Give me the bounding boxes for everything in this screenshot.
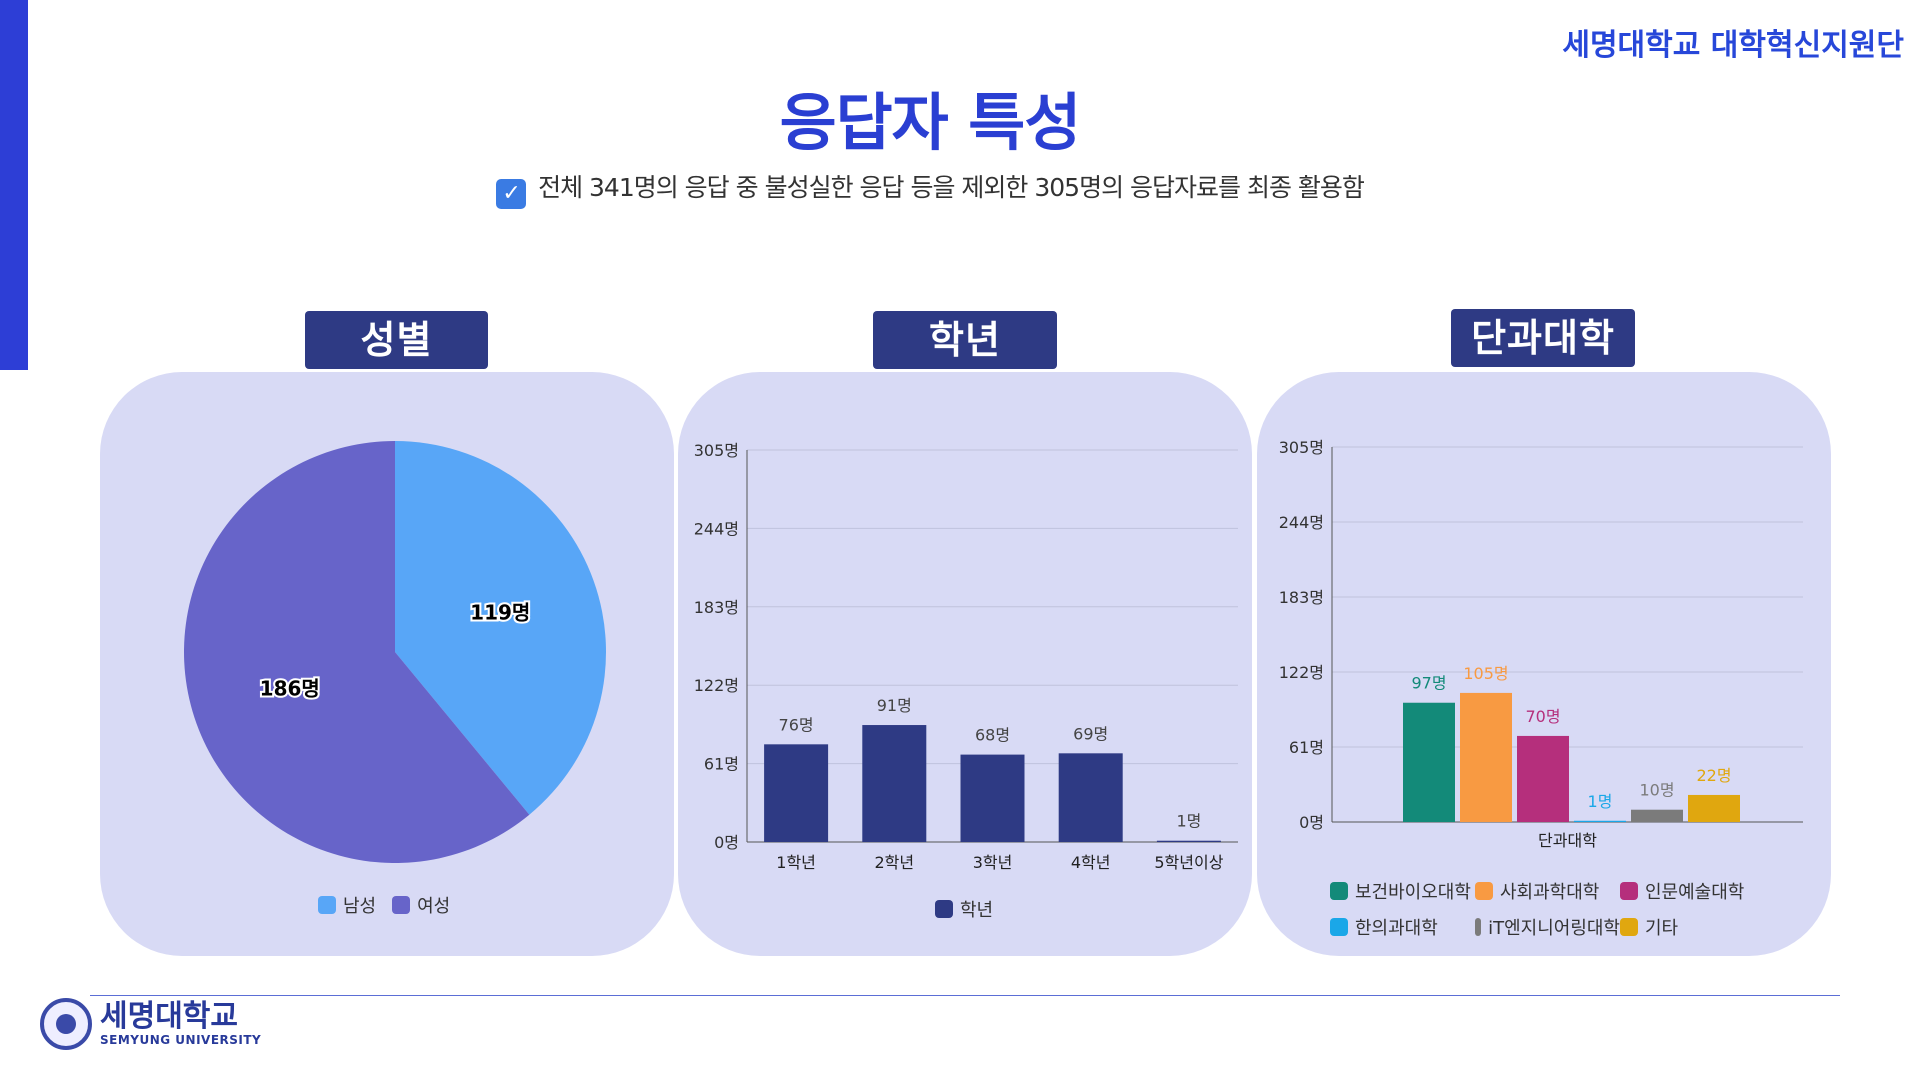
y-tick-label: 305명	[694, 441, 739, 460]
bar[interactable]	[1688, 794, 1740, 822]
legend-item[interactable]: 인문예술대학	[1620, 878, 1765, 904]
grade-panel-label: 학년	[873, 311, 1057, 369]
legend-item[interactable]: 사회과학대학	[1475, 878, 1620, 904]
bar-value-label: 1명	[1588, 792, 1613, 811]
legend-item[interactable]: 보건바이오대학	[1330, 878, 1475, 904]
y-tick-label: 305명	[1279, 438, 1324, 457]
x-tick-label: 단과대학	[1538, 831, 1597, 850]
legend-label: 남성	[343, 896, 377, 917]
bar-value-label: 68명	[975, 726, 1010, 745]
page-subtitle: ✓ 전체 341명의 응답 중 불성실한 응답 등을 제외한 305명의 응답자료…	[0, 168, 1860, 209]
logo-korean: 세명대학교	[100, 999, 238, 1034]
pie-value-label: 119명	[470, 601, 530, 625]
x-tick-label: 5학년이상	[1154, 853, 1223, 872]
y-tick-label: 0명	[1299, 813, 1324, 832]
bar-value-label: 22명	[1696, 766, 1731, 785]
y-tick-label: 61명	[1289, 738, 1324, 757]
college-bar-chart: 0명 61명 122명 183명 244명 305명 97명 105명 70명 1명 10명 22명단…	[1279, 438, 1803, 850]
legend-label: 여성	[417, 896, 451, 917]
y-tick-label: 183명	[694, 598, 739, 617]
bar[interactable]	[764, 744, 829, 842]
y-tick-label: 244명	[1279, 513, 1324, 532]
legend-swatch	[1330, 882, 1348, 900]
gender-legend: 남성 여성	[318, 892, 466, 918]
bar[interactable]	[1156, 840, 1221, 842]
y-tick-label: 61명	[704, 755, 739, 774]
grade-legend: 학년	[935, 896, 1009, 922]
bar[interactable]	[960, 754, 1025, 842]
legend-swatch	[935, 900, 953, 918]
y-tick-label: 244명	[694, 519, 739, 538]
bar-value-label: 1명	[1176, 812, 1201, 831]
bar[interactable]	[1574, 820, 1626, 822]
legend-swatch	[1620, 918, 1638, 936]
gender-panel: 119명 186명 남성 여성	[100, 372, 674, 956]
bar-value-label: 76명	[779, 715, 814, 734]
legend-label: 기타	[1645, 918, 1679, 939]
legend-item[interactable]: 남성	[318, 892, 376, 918]
bar[interactable]	[1517, 735, 1569, 822]
gender-panel-label: 성별	[305, 311, 488, 369]
legend-item[interactable]: 학년	[935, 896, 993, 922]
org-name: 세명대학교 대학혁신지원단	[1562, 28, 1904, 63]
footer-divider	[90, 995, 1840, 996]
college-panel-label: 단과대학	[1451, 309, 1635, 367]
legend-label: 보건바이오대학	[1355, 882, 1471, 903]
x-tick-label: 1학년	[776, 853, 816, 872]
bar-value-label: 69명	[1073, 724, 1108, 743]
bar-value-label: 105명	[1463, 664, 1508, 683]
bar-value-label: 10명	[1639, 781, 1674, 800]
y-tick-label: 122명	[1279, 663, 1324, 682]
pie-value-label: 186명	[260, 676, 320, 700]
legend-item[interactable]: iT엔지니어링대학	[1475, 914, 1620, 940]
legend-swatch	[1475, 918, 1482, 936]
y-tick-label: 183명	[1279, 588, 1324, 607]
bar[interactable]	[1460, 692, 1512, 822]
legend-item[interactable]: 한의과대학	[1330, 914, 1475, 940]
x-tick-label: 3학년	[973, 853, 1013, 872]
bar-value-label: 97명	[1411, 674, 1446, 693]
legend-label: 한의과대학	[1355, 918, 1438, 939]
bar[interactable]	[1403, 702, 1455, 822]
legend-label: iT엔지니어링대학	[1488, 918, 1620, 939]
logo-english: SEMYUNG UNIVERSITY	[100, 1033, 262, 1047]
grade-panel: 0명 61명 122명 183명 244명 305명 76명 1학년 91명 2학년 68명 3학년 6…	[678, 372, 1252, 956]
accent-bar	[0, 0, 28, 370]
legend-swatch	[392, 896, 411, 914]
y-tick-label: 122명	[694, 676, 739, 695]
legend-item[interactable]: 기타	[1620, 914, 1765, 940]
page-title: 응답자 특성	[779, 86, 1082, 159]
university-logo: 세명대학교 SEMYUNG UNIVERSITY	[40, 998, 261, 1050]
x-tick-label: 4학년	[1071, 853, 1111, 872]
x-tick-label: 2학년	[874, 853, 914, 872]
bar[interactable]	[1058, 753, 1123, 842]
bar[interactable]	[862, 725, 927, 842]
legend-item[interactable]: 여성	[392, 892, 450, 918]
grade-bar-chart: 0명 61명 122명 183명 244명 305명 76명 1학년 91명 2학년 68명 3학년 6…	[694, 441, 1238, 872]
gender-pie-chart: 119명 186명	[183, 441, 606, 863]
pie-slice-0[interactable]	[395, 441, 606, 815]
subtitle-text: 전체 341명의 응답 중 불성실한 응답 등을 제외한 305명의 응답자료를…	[538, 173, 1365, 202]
legend-label: 학년	[960, 900, 994, 921]
bar-value-label: 70명	[1525, 707, 1560, 726]
y-tick-label: 0명	[714, 833, 739, 852]
bar[interactable]	[1631, 809, 1683, 822]
legend-label: 사회과학대학	[1500, 882, 1600, 903]
bar-value-label: 91명	[877, 696, 912, 715]
check-box-icon: ✓	[496, 179, 527, 209]
legend-swatch	[1620, 882, 1638, 900]
university-emblem-icon	[40, 998, 92, 1050]
legend-swatch	[318, 896, 336, 914]
legend-swatch	[1475, 882, 1493, 900]
legend-swatch	[1330, 918, 1348, 936]
pie-slice-1[interactable]	[183, 441, 530, 863]
legend-label: 인문예술대학	[1645, 882, 1745, 903]
